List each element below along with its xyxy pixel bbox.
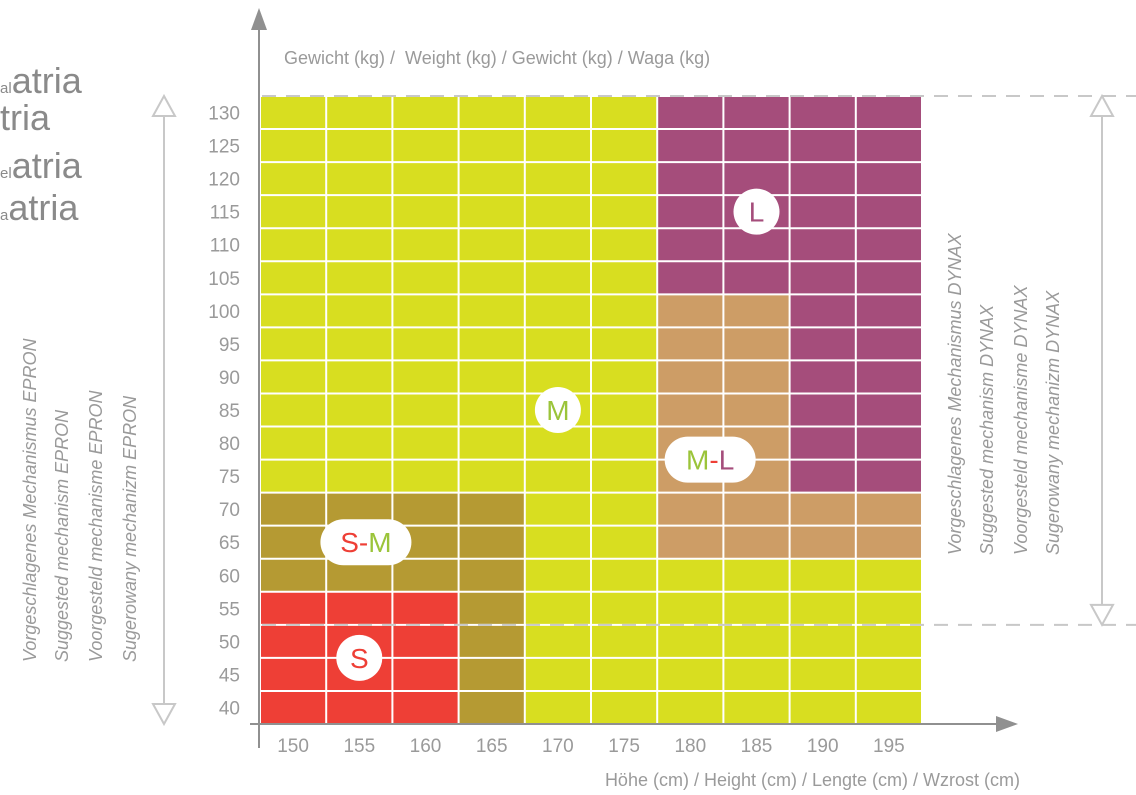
region-label-part: - bbox=[709, 445, 718, 476]
title-line-4: aatria bbox=[0, 187, 78, 229]
region-label-badge bbox=[664, 436, 756, 483]
epron-range-arrow bbox=[151, 93, 177, 727]
region-label-part: M bbox=[546, 395, 569, 426]
y-tick-label: 120 bbox=[208, 170, 240, 191]
region-label-s-m: S-M bbox=[320, 519, 412, 566]
region-label-part: M bbox=[368, 527, 391, 558]
title-prefix: el bbox=[0, 165, 12, 182]
title-word: tria bbox=[0, 97, 51, 138]
x-tick-label: 165 bbox=[476, 736, 508, 757]
title-line-2: tria bbox=[0, 97, 50, 139]
x-tick-label: 190 bbox=[807, 736, 839, 757]
region-label-m: M bbox=[534, 387, 581, 433]
title-prefix: a bbox=[0, 207, 9, 224]
y-tick-label: 100 bbox=[208, 302, 240, 323]
x-tick-label: 180 bbox=[674, 736, 706, 757]
x-tick-label: 195 bbox=[873, 736, 905, 757]
region-label-text: S bbox=[350, 643, 369, 674]
epron-label-en: Suggested mechanism EPRON bbox=[52, 409, 72, 662]
dynax-label-de: Vorgeschlagenes Mechanismus DYNAX bbox=[945, 233, 965, 556]
y-tick-label: 70 bbox=[219, 500, 240, 521]
dynax-label-en: Suggested mechanism DYNAX bbox=[977, 304, 997, 555]
region-label-part: L bbox=[719, 445, 735, 476]
y-tick-label: 55 bbox=[219, 599, 240, 620]
y-tick-label: 105 bbox=[208, 269, 240, 290]
region-label-text: M-L bbox=[686, 445, 734, 476]
title-prefix: al bbox=[0, 80, 12, 97]
x-tick-label: 155 bbox=[343, 736, 375, 757]
range-arrow-down-icon bbox=[151, 703, 177, 727]
title-line-3: elatria bbox=[0, 145, 82, 187]
title-word: atria bbox=[11, 60, 82, 101]
y-tick-label: 80 bbox=[219, 434, 240, 455]
y-tick-label: 45 bbox=[219, 665, 240, 686]
region-label-part: S bbox=[350, 643, 369, 674]
region-label-part: S bbox=[340, 527, 359, 558]
region-label-badge bbox=[733, 188, 780, 235]
y-tick-label: 95 bbox=[219, 335, 240, 356]
x-axis-title: Höhe (cm) / Height (cm) / Lengte (cm) / … bbox=[605, 770, 1020, 790]
region-label-part: - bbox=[359, 527, 368, 558]
y-tick-label: 50 bbox=[219, 632, 240, 653]
range-arrow-up-icon bbox=[1089, 93, 1115, 117]
x-tick-label: 175 bbox=[608, 736, 640, 757]
region-label-s: S bbox=[336, 634, 383, 681]
dynax-label-pl: Sugerowany mechanizm DYNAX bbox=[1043, 290, 1063, 555]
y-tick-label: 90 bbox=[219, 368, 240, 389]
dynax-label-nl: Voorgesteld mechanisme DYNAX bbox=[1011, 285, 1031, 555]
range-arrow-up-icon bbox=[151, 93, 177, 117]
region-label-badge bbox=[534, 387, 581, 433]
region-label-m-l: M-L bbox=[664, 436, 756, 483]
y-tick-label: 65 bbox=[219, 533, 240, 554]
x-tick-label: 185 bbox=[741, 736, 773, 757]
y-tick-label: 85 bbox=[219, 401, 240, 422]
y-axis-arrow-icon bbox=[251, 8, 267, 30]
x-tick-label: 170 bbox=[542, 736, 574, 757]
y-tick-label: 60 bbox=[219, 566, 240, 587]
epron-label-de: Vorgeschlagenes Mechanismus EPRON bbox=[20, 338, 40, 662]
region-label-part: M bbox=[686, 445, 709, 476]
x-tick-label: 160 bbox=[410, 736, 442, 757]
x-axis-arrow-icon bbox=[996, 716, 1018, 732]
y-axis-title: Gewicht (kg) / Weight (kg) / Gewicht (kg… bbox=[284, 48, 710, 68]
region-label-text: S-M bbox=[340, 527, 391, 558]
title-word: atria bbox=[11, 145, 82, 186]
y-tick-label: 130 bbox=[208, 104, 240, 125]
y-tick-label: 115 bbox=[210, 203, 240, 224]
dynax-range-arrow bbox=[1089, 93, 1115, 627]
region-label-part: L bbox=[749, 197, 765, 228]
region-label-text: L bbox=[749, 197, 765, 228]
epron-label-nl: Voorgesteld mechanisme EPRON bbox=[86, 390, 106, 662]
y-tick-label: 110 bbox=[210, 236, 240, 257]
region-label-badge bbox=[320, 519, 412, 566]
y-tick-label: 75 bbox=[219, 467, 240, 488]
y-tick-label: 125 bbox=[208, 137, 240, 158]
y-tick-label: 40 bbox=[219, 698, 240, 719]
region-label-l: L bbox=[733, 188, 780, 235]
title-line-1: alatria bbox=[0, 60, 82, 102]
region-label-text: M bbox=[546, 395, 569, 426]
x-tick-label: 150 bbox=[277, 736, 309, 757]
region-label-badge bbox=[336, 634, 383, 681]
epron-label-pl: Sugerowany mechanizm EPRON bbox=[120, 395, 140, 662]
range-arrow-down-icon bbox=[1089, 603, 1115, 627]
title-word: atria bbox=[8, 187, 79, 228]
